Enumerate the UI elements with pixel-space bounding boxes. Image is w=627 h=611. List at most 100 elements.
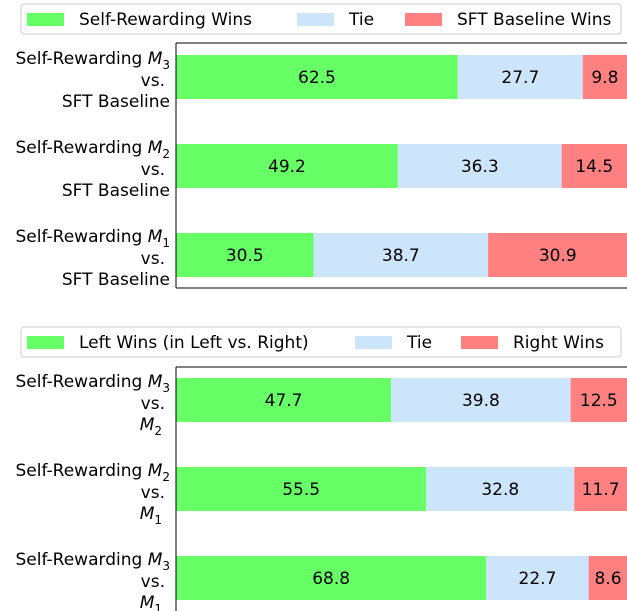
y-tick-label-text: Self-Rewarding [16, 49, 148, 69]
bar-segment [176, 55, 458, 99]
y-tick-label: Self-Rewarding M3 [16, 372, 170, 395]
y-tick-label-text: SFT Baseline [62, 181, 170, 201]
y-tick-label-model: M [148, 138, 163, 158]
y-tick-label: Self-Rewarding M1 [16, 227, 170, 250]
bar-segment [488, 233, 627, 277]
y-tick-label: vs. [141, 249, 165, 269]
bar-segment [561, 144, 627, 188]
legend: Self-Rewarding Wins Tie SFT Baseline Wins [20, 3, 622, 35]
bar-segment [397, 144, 562, 188]
legend-label: SFT Baseline Wins [457, 10, 611, 30]
y-tick-label-text: Self-Rewarding [16, 550, 148, 570]
y-tick-label: vs. [141, 394, 165, 414]
y-tick-label-subscript: 2 [162, 470, 170, 484]
y-tick-label-subscript: 3 [162, 559, 170, 573]
y-tick-label-subscript: 3 [162, 381, 170, 395]
y-tick-label-model: M [148, 550, 163, 570]
y-tick-label-text: vs. [141, 160, 165, 180]
y-tick-label-text: Self-Rewarding [16, 138, 148, 158]
y-tick-label-model: M [140, 504, 155, 524]
bar-segment [313, 233, 489, 277]
legend-label: Right Wins [513, 333, 604, 353]
legend-label: Left Wins (in Left vs. Right) [79, 333, 309, 353]
legend-swatch [27, 13, 64, 26]
y-tick-label: vs. [141, 160, 165, 180]
y-tick-label-text: Self-Rewarding [16, 227, 148, 247]
bar-segment [570, 378, 627, 422]
y-tick-label-text: SFT Baseline [62, 270, 170, 290]
legend-swatch [461, 336, 498, 349]
y-tick-label-model: M [148, 227, 163, 247]
y-tick-label: vs. [141, 572, 165, 592]
bar-segment [574, 467, 627, 511]
y-tick-label-subscript: 1 [154, 513, 162, 527]
bar-value-label: 11.7 [582, 480, 620, 500]
y-tick-label: vs. [141, 71, 165, 91]
y-tick-label-subscript: 1 [154, 602, 162, 611]
bar-segment [176, 556, 487, 600]
y-tick-label: vs. [141, 483, 165, 503]
y-tick-label-subscript: 2 [154, 424, 162, 438]
legend: Left Wins (in Left vs. Right) Tie Right Wi… [20, 326, 622, 358]
bar-value-label: 55.5 [282, 480, 320, 500]
y-tick-label-text: vs. [141, 572, 165, 592]
bar-segment [457, 55, 583, 99]
bar-value-label: 9.8 [591, 68, 618, 88]
y-tick-label: Self-Rewarding M3 [16, 49, 170, 72]
y-tick-label: M2 [140, 415, 162, 438]
bar-value-label: 47.7 [265, 391, 303, 411]
bar-segment [582, 55, 627, 99]
y-tick-label-text: vs. [141, 483, 165, 503]
y-tick-label: SFT Baseline [62, 270, 170, 290]
y-tick-label-subscript: 3 [162, 58, 170, 72]
y-tick-label-model: M [148, 461, 163, 481]
legend-swatch [297, 13, 334, 26]
bar-segment [176, 378, 392, 422]
bar-value-label: 68.8 [312, 569, 350, 589]
bar-segment [176, 233, 314, 277]
y-tick-label-model: M [140, 593, 155, 611]
y-tick-label: Self-Rewarding M2 [16, 461, 170, 484]
bar-segment [486, 556, 589, 600]
y-tick-label-text: vs. [141, 394, 165, 414]
y-tick-label: SFT Baseline [62, 181, 170, 201]
legend-swatch [405, 13, 442, 26]
y-tick-label: M1 [140, 593, 162, 611]
y-tick-label-subscript: 2 [162, 147, 170, 161]
bar-value-label: 38.7 [382, 246, 420, 266]
y-tick-label: SFT Baseline [62, 92, 170, 112]
y-tick-label-model: M [148, 49, 163, 69]
bar-value-label: 14.5 [575, 157, 613, 177]
bar-value-label: 30.5 [226, 246, 264, 266]
bar-value-label: 32.8 [481, 480, 519, 500]
legend-label: Tie [406, 333, 432, 353]
y-tick-label-model: M [140, 415, 155, 435]
y-tick-label: M1 [140, 504, 162, 527]
bar-segment [176, 467, 427, 511]
y-tick-label: Self-Rewarding M3 [16, 550, 170, 573]
bar-value-label: 27.7 [501, 68, 539, 88]
bar-segment [391, 378, 571, 422]
y-tick-label-model: M [148, 372, 163, 392]
bar-segment [588, 556, 627, 600]
y-tick-label-text: vs. [141, 71, 165, 91]
bar-value-label: 39.8 [462, 391, 500, 411]
legend-label: Self-Rewarding Wins [79, 10, 252, 30]
legend-label: Tie [348, 10, 374, 30]
y-tick-label-text: Self-Rewarding [16, 372, 148, 392]
bar-segment [426, 467, 575, 511]
legend-frame [20, 326, 622, 358]
bar-segment [176, 144, 398, 188]
y-tick-label: Self-Rewarding M2 [16, 138, 170, 161]
bar-value-label: 12.5 [580, 391, 618, 411]
bar-value-label: 49.2 [268, 157, 306, 177]
y-tick-label-text: Self-Rewarding [16, 461, 148, 481]
legend-swatch [355, 336, 392, 349]
bar-value-label: 62.5 [298, 68, 336, 88]
y-tick-label-subscript: 1 [162, 236, 170, 250]
bar-value-label: 8.6 [595, 569, 622, 589]
bar-value-label: 22.7 [519, 569, 557, 589]
